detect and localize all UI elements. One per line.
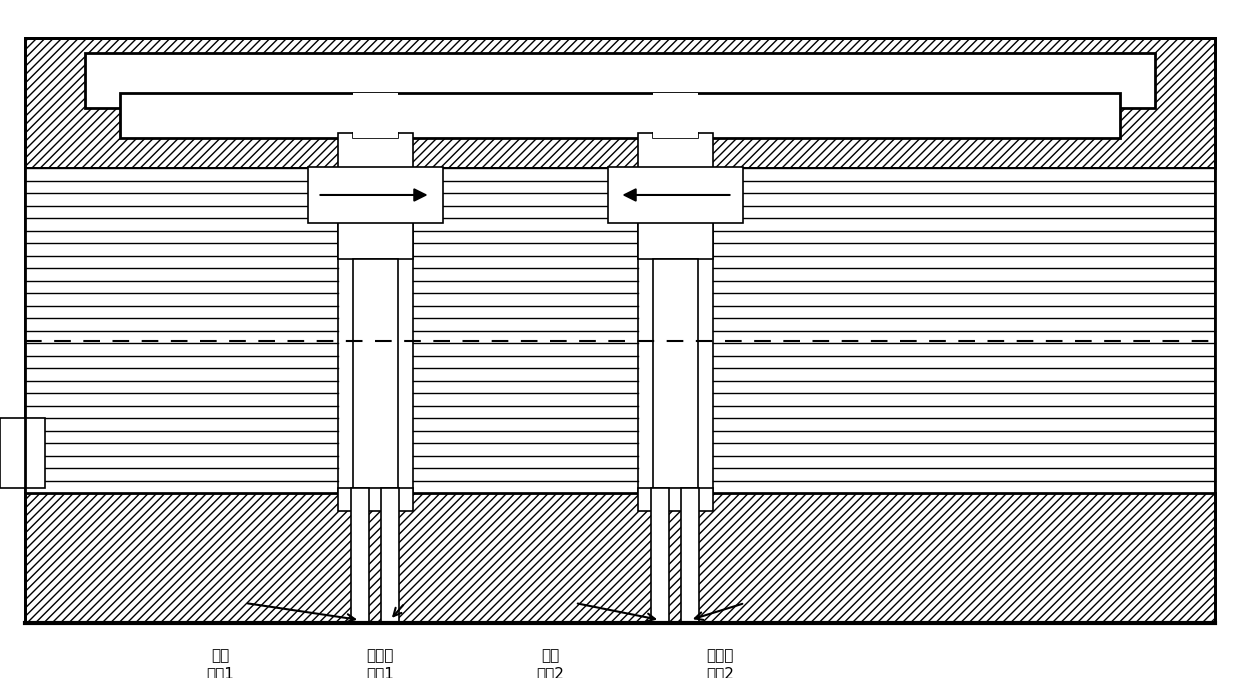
Text: 电池包
水口1: 电池包 水口1 — [366, 648, 394, 678]
Text: 电池包
水口2: 电池包 水口2 — [706, 648, 734, 678]
Bar — [25, 38, 1215, 623]
Bar — [120, 93, 1120, 138]
Bar — [25, 493, 1215, 623]
Bar — [413, 168, 637, 493]
Bar — [651, 488, 670, 623]
Bar — [637, 168, 713, 259]
Bar — [0, 418, 45, 488]
Bar — [337, 168, 413, 259]
Bar — [713, 168, 1215, 493]
Bar — [351, 488, 370, 623]
Bar — [637, 488, 713, 511]
Bar — [608, 167, 743, 222]
Bar — [308, 167, 443, 222]
Text: 空调
水口1: 空调 水口1 — [206, 648, 234, 678]
Bar — [637, 133, 713, 168]
Text: 空调
水口2: 空调 水口2 — [536, 648, 564, 678]
Bar — [337, 133, 413, 168]
Bar — [652, 259, 697, 493]
Bar — [652, 93, 697, 138]
Bar — [681, 488, 699, 623]
Bar — [652, 133, 697, 138]
Bar — [352, 93, 398, 138]
Bar — [352, 259, 398, 493]
Bar — [25, 38, 1215, 168]
Bar — [337, 488, 413, 511]
Bar — [25, 168, 337, 493]
Bar — [381, 488, 399, 623]
Bar — [86, 53, 1154, 108]
Bar — [352, 133, 398, 138]
